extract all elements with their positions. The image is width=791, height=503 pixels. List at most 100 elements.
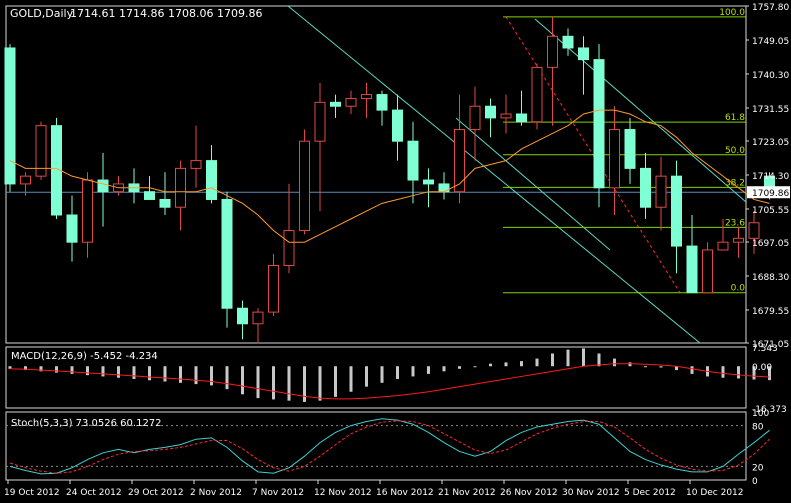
date-tick-label: 29 Oct 2012 xyxy=(128,488,184,498)
candle-body xyxy=(531,66,543,123)
date-tick-label: 21 Nov 2012 xyxy=(438,488,496,498)
macd-bar xyxy=(349,366,353,392)
date-tick-label: 24 Oct 2012 xyxy=(66,488,122,498)
macd-bar xyxy=(210,366,213,386)
price-tick-label: 1723.05 xyxy=(752,138,789,148)
date-tick-label: 26 Nov 2012 xyxy=(500,488,558,498)
stoch-tick-label: 20 xyxy=(752,463,764,473)
macd-bar xyxy=(24,366,27,371)
candle-body xyxy=(376,94,388,111)
date-tick-label: 19 Oct 2012 xyxy=(4,488,60,498)
macd-bar xyxy=(566,349,570,367)
candle-body xyxy=(206,160,217,200)
macd-bar xyxy=(318,366,322,401)
candle-body xyxy=(314,101,326,142)
macd-bar xyxy=(225,366,229,390)
candle-body xyxy=(733,237,744,243)
candle-body xyxy=(159,198,171,208)
candle-body xyxy=(330,101,341,107)
trendline-upper-channel xyxy=(287,5,701,344)
price-tick-label: 1671.05 xyxy=(752,340,789,350)
candle-body xyxy=(4,47,16,185)
fib-level-label: 100.0 xyxy=(719,8,745,18)
candle-body xyxy=(578,47,589,61)
macd-tick-label: 7.543 xyxy=(752,344,778,354)
candle-body xyxy=(392,109,403,142)
candle-body xyxy=(702,249,713,294)
macd-bar xyxy=(551,353,554,367)
macd-bar xyxy=(55,366,58,373)
candle-body xyxy=(469,105,481,131)
candle-body xyxy=(748,222,760,239)
candle-body xyxy=(717,241,729,251)
date-tick-label: 12 Nov 2012 xyxy=(314,488,372,498)
macd-bar xyxy=(380,366,384,383)
candle-body xyxy=(407,140,419,181)
macd-bar xyxy=(101,366,105,377)
price-tick-label: 1714.30 xyxy=(752,172,789,182)
price-tick-label: 1679.55 xyxy=(752,307,789,317)
macd-bar xyxy=(458,366,461,369)
candle-body xyxy=(671,175,682,247)
stoch-title: Stoch(5,3,3) 73.0526 60.1272 xyxy=(11,418,162,429)
macd-bar xyxy=(535,358,539,367)
date-tick-label: 10 Dec 2012 xyxy=(686,488,744,498)
macd-bar xyxy=(272,366,275,400)
macd-bar xyxy=(752,366,756,380)
macd-bar xyxy=(411,366,415,377)
macd-bar xyxy=(256,366,260,399)
date-tick-label: 5 Dec 2012 xyxy=(624,488,676,498)
macd-title: MACD(12,26,9) -5.452 -4.234 xyxy=(11,351,158,362)
macd-signal-line xyxy=(9,363,770,400)
macd-bar xyxy=(489,363,492,367)
fib-level-label: 38.2 xyxy=(725,178,745,188)
current-price-label: 1709.86 xyxy=(752,189,789,199)
price-tick-label: 1749.05 xyxy=(752,37,789,47)
macd-bar xyxy=(334,366,337,397)
macd-panel-frame xyxy=(5,346,747,409)
price-tick-label: 1757.80 xyxy=(752,3,789,13)
macd-tick-label: -16.373 xyxy=(752,405,787,415)
candle-body xyxy=(640,167,651,208)
candle-body xyxy=(97,179,109,193)
candle-body xyxy=(609,129,620,189)
chart-title: GOLD,Daily xyxy=(10,7,74,20)
macd-bar xyxy=(690,366,694,374)
candle-body xyxy=(190,160,202,169)
ohlc-values: 1714.61 1714.86 1708.06 1709.86 xyxy=(70,7,262,20)
candle-body xyxy=(221,198,233,309)
price-tick-label: 1697.05 xyxy=(752,239,789,249)
fib-level-label: 61.8 xyxy=(725,113,745,123)
macd-bar xyxy=(659,366,663,368)
macd-bar xyxy=(628,362,632,367)
macd-bar xyxy=(613,358,616,367)
candle-body xyxy=(485,105,496,119)
macd-bar xyxy=(179,366,182,383)
macd-bar xyxy=(675,366,678,371)
macd-bar xyxy=(303,366,306,402)
price-tick-label: 1731.55 xyxy=(752,105,789,115)
candle-body xyxy=(299,140,310,232)
price-tick-label: 1688.30 xyxy=(752,273,789,283)
macd-bar xyxy=(39,366,43,372)
candle-body xyxy=(268,264,279,313)
candle-body xyxy=(593,59,605,189)
macd-bar xyxy=(194,366,198,385)
candle-body xyxy=(20,175,31,185)
macd-bar xyxy=(737,366,740,379)
trendline-inner-channel xyxy=(455,117,611,251)
macd-bar xyxy=(442,366,446,372)
macd-bar xyxy=(582,348,585,367)
candle-body xyxy=(51,125,62,216)
current-price-box xyxy=(747,186,790,199)
candle-body xyxy=(35,125,47,177)
moving-average-line xyxy=(9,109,770,243)
candle-body xyxy=(66,214,78,243)
date-tick-label: 30 Nov 2012 xyxy=(562,488,620,498)
macd-bar xyxy=(86,366,89,376)
macd-tick-label: 0.00 xyxy=(752,363,772,373)
macd-bar xyxy=(117,366,120,378)
macd-bar xyxy=(70,366,74,374)
